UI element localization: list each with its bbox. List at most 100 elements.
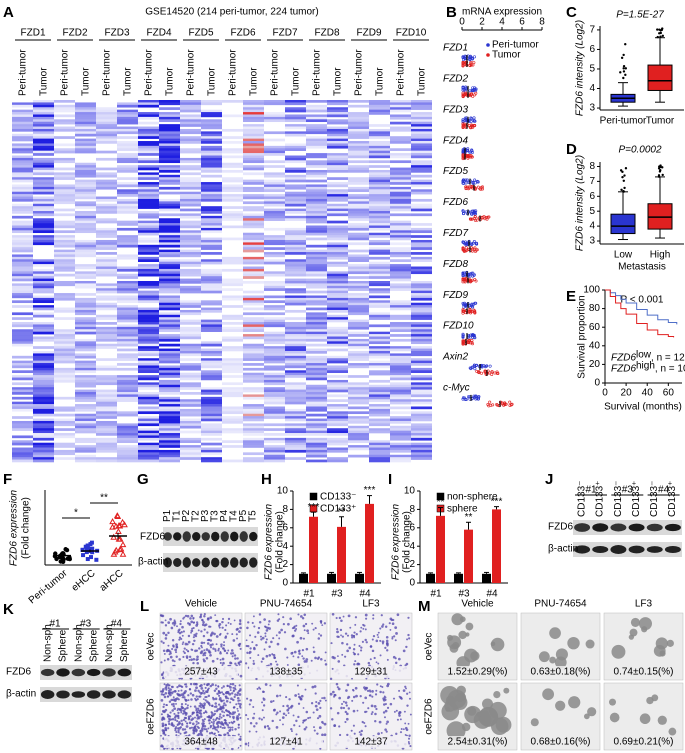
- panel-letter: C: [566, 4, 577, 21]
- heatmap-cell: [159, 124, 180, 127]
- heatmap-cell: [54, 223, 75, 226]
- heatmap-cell: [243, 295, 264, 299]
- heatmap-cell: [117, 413, 138, 417]
- heatmap-cell: [327, 375, 348, 378]
- dot: [468, 341, 472, 345]
- heatmap-cell: [54, 420, 75, 424]
- cell-dot: [253, 725, 256, 728]
- heatmap-cell: [75, 312, 96, 316]
- heatmap-cell: [327, 256, 348, 260]
- heatmap-cell: [75, 223, 96, 226]
- heatmap-cell: [306, 423, 327, 427]
- heatmap-cell: [54, 225, 75, 229]
- dot: [500, 401, 504, 405]
- heatmap-cell: [117, 334, 138, 337]
- cell-dot: [398, 689, 401, 692]
- cell-dot: [376, 683, 379, 686]
- heatmap-cell: [54, 317, 75, 320]
- heatmap-cell: [12, 179, 33, 183]
- label: FZD6 intensity (Log2): [575, 20, 586, 116]
- cell-dot: [392, 697, 396, 700]
- cell-dot: [190, 658, 193, 661]
- heatmap-cell: [327, 343, 348, 347]
- cell-dot: [162, 688, 165, 691]
- heatmap-cell: [264, 165, 285, 168]
- cell-dot: [341, 635, 344, 638]
- cell-dot: [359, 733, 363, 736]
- heatmap-cell: [75, 423, 96, 427]
- heatmap-cell: [285, 160, 306, 164]
- cell-dot: [209, 643, 212, 647]
- heatmap-cell: [327, 131, 348, 135]
- cell-dot: [180, 706, 184, 710]
- heatmap-cell: [54, 107, 75, 110]
- heatmap-cell: [138, 225, 159, 229]
- cell-dot: [208, 625, 211, 628]
- heatmap-cell: [201, 326, 222, 330]
- cell-dot: [381, 642, 384, 645]
- heatmap-cell: [243, 136, 264, 139]
- heatmap-cell: [306, 324, 327, 328]
- heatmap-cell: [138, 399, 159, 402]
- heatmap-cell: [327, 126, 348, 130]
- cell-dot: [365, 686, 369, 690]
- heatmap-cell: [306, 256, 327, 260]
- cell-dot: [220, 691, 224, 694]
- cell-dot: [374, 693, 378, 696]
- cell-dot: [354, 686, 358, 690]
- heatmap-cell: [54, 350, 75, 354]
- heatmap-cell: [75, 225, 96, 229]
- cell-dot: [189, 705, 192, 708]
- heatmap-cell: [285, 326, 306, 330]
- outlier: [622, 67, 625, 70]
- heatmap-cell: [222, 363, 243, 366]
- heatmap-cell: [117, 153, 138, 156]
- sphere: [461, 722, 471, 732]
- cell-dot: [203, 718, 206, 721]
- heatmap-cell: [138, 348, 159, 352]
- heatmap-cell: [369, 452, 390, 456]
- heatmap-cell: [411, 174, 432, 178]
- heatmap-cell: [180, 138, 201, 142]
- heatmap-cell: [201, 189, 222, 193]
- heatmap-cell: [411, 285, 432, 289]
- heatmap-cell: [222, 411, 243, 415]
- cell-dot: [160, 734, 162, 737]
- heatmap-cell: [327, 143, 348, 147]
- heatmap-cell: [117, 227, 138, 231]
- heatmap-cell: [201, 423, 222, 427]
- dot: [461, 334, 465, 338]
- heatmap-cell: [348, 338, 369, 342]
- heatmap-cell: [243, 225, 264, 229]
- heatmap-cell: [117, 290, 138, 294]
- cell-dot: [200, 706, 203, 709]
- heatmap-cell: [12, 145, 33, 149]
- heatmap-cell: [201, 387, 222, 390]
- cell-dot: [227, 710, 230, 713]
- cell-dot: [186, 706, 189, 710]
- sphere: [465, 622, 474, 631]
- heatmap-cell: [75, 165, 96, 168]
- heatmap-cell: [117, 338, 138, 342]
- heatmap-cell: [285, 372, 306, 376]
- heatmap-cell: [33, 157, 54, 161]
- label: Peri-tumor: [27, 567, 70, 606]
- heatmap-cell: [117, 445, 138, 448]
- heatmap-cell: [327, 213, 348, 217]
- heatmap-cell: [180, 457, 201, 460]
- heatmap-cell: [12, 343, 33, 347]
- heatmap-cell: [264, 406, 285, 410]
- y-tick-label: 2: [409, 559, 415, 570]
- heatmap-cell: [96, 326, 117, 330]
- cell-dot: [164, 619, 167, 622]
- cell-dot: [197, 721, 200, 725]
- heatmap-cell: [117, 283, 138, 287]
- cell-dot: [352, 709, 356, 713]
- label: CD133⁺: [631, 481, 642, 517]
- heatmap-cell: [75, 169, 96, 173]
- cell-dot: [231, 747, 234, 751]
- heatmap-cell: [327, 184, 348, 188]
- heatmap-cell: [138, 215, 159, 219]
- cell-dot: [303, 660, 307, 663]
- heatmap-cell: [33, 314, 54, 318]
